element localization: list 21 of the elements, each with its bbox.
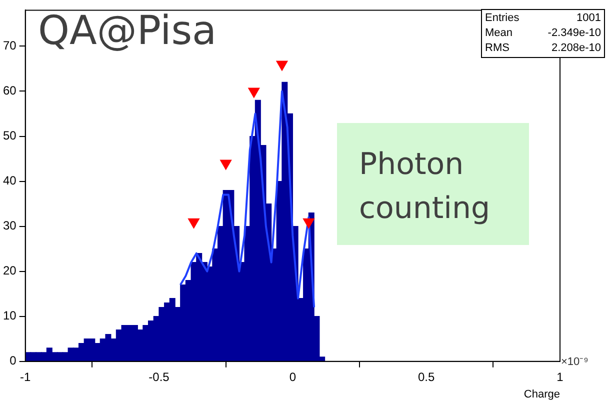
- x-tick-label: -1: [20, 370, 32, 384]
- y-tick-label: 70: [2, 38, 17, 53]
- chart-title: QA@Pisa: [38, 8, 217, 54]
- y-tick-label: 40: [2, 174, 17, 188]
- x-tick-label: 0: [289, 370, 296, 384]
- x-tick-label: -0.5: [148, 370, 170, 384]
- y-tick-label: 20: [2, 264, 17, 278]
- x-axis-title: Charge: [524, 388, 560, 400]
- text: RMS 2.208e-10: [485, 42, 601, 54]
- y-tick-label: 60: [2, 84, 17, 98]
- text: ×10⁻⁹: [561, 355, 588, 368]
- y-tick-label: 50: [2, 128, 17, 143]
- x-tick-label: 1: [556, 370, 564, 384]
- text-box: Photon counting: [337, 123, 529, 245]
- y-tick-label: 10: [2, 308, 17, 323]
- annotation: Photon counting: [359, 146, 492, 228]
- text: Entries 1001: [485, 12, 601, 24]
- y-tick-label: 0: [10, 354, 17, 368]
- y-tick-label: 30: [2, 218, 17, 233]
- text: Mean -2.349e-10: [485, 27, 601, 39]
- x-tick-label: 0.5: [418, 370, 435, 384]
